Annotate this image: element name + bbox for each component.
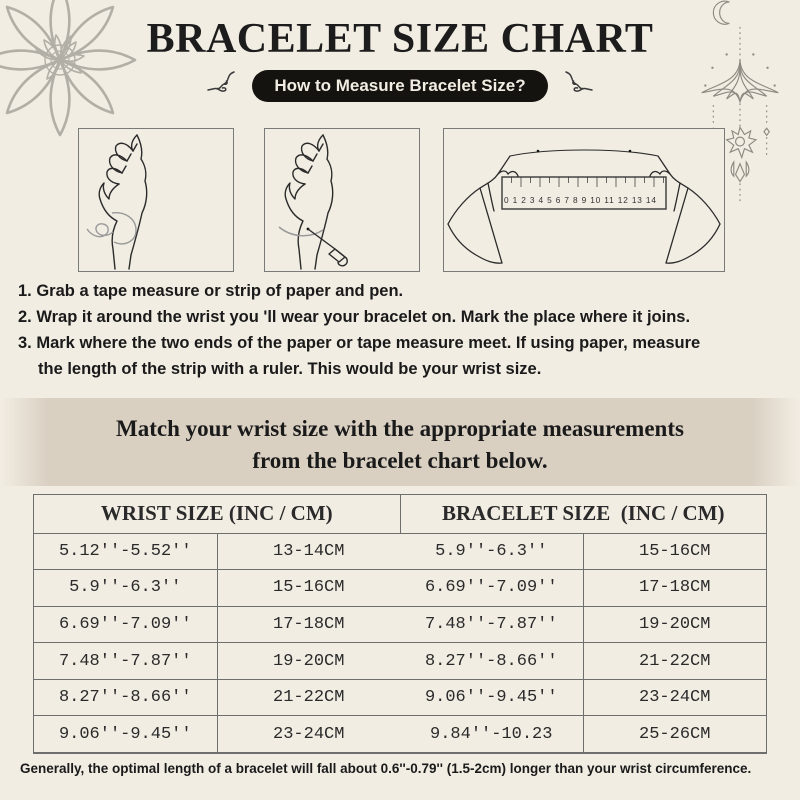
svg-text:0 1 2 3 4 5 6 7 8 9 10 11 12 1: 0 1 2 3 4 5 6 7 8 9 10 11 12 13 14 (504, 195, 657, 205)
